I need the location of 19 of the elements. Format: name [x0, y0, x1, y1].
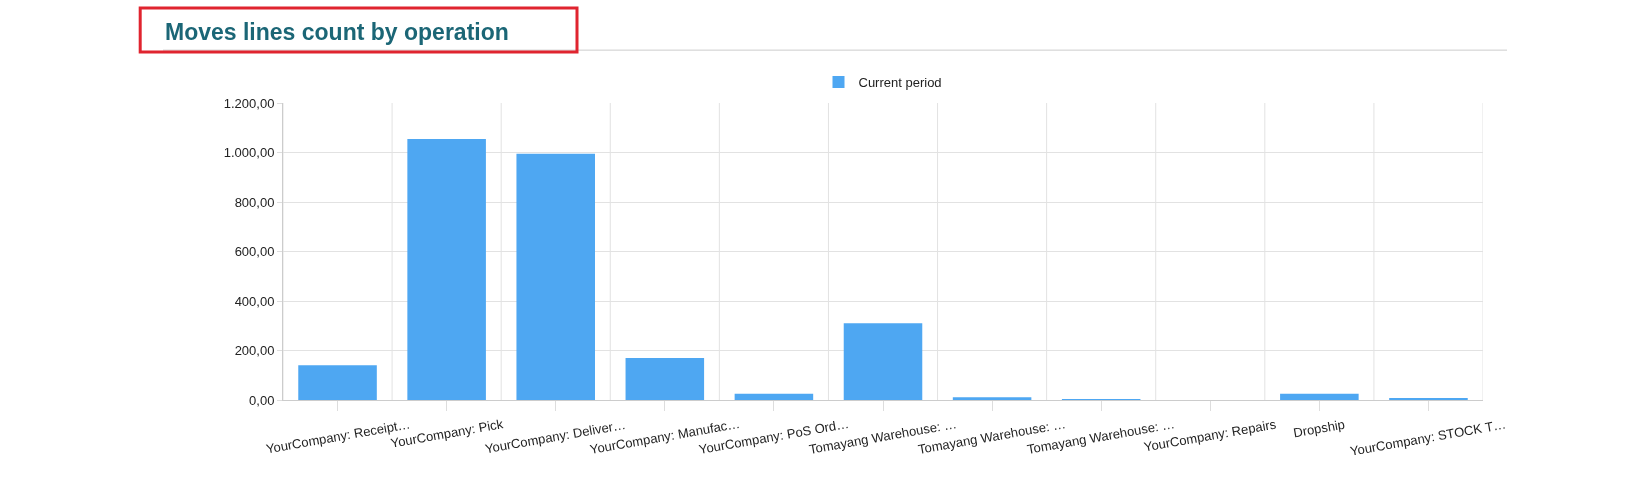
x-tick-label: Dropship: [1292, 416, 1346, 441]
y-tick-label: 1.200,00: [223, 95, 275, 111]
legend-label: Current period: [858, 75, 942, 91]
y-tick-label: 200,00: [234, 343, 275, 359]
y-tick-label: 1.000,00: [223, 145, 275, 161]
x-tick-label: YourCompany: STOCK T…: [1348, 416, 1508, 459]
bar: [298, 365, 377, 400]
y-tick-label: 0,00: [249, 392, 275, 408]
bar: [843, 323, 923, 400]
bar: [734, 393, 814, 400]
bar: [1280, 393, 1359, 400]
y-tick-label: 600,00: [234, 244, 275, 260]
bar: [516, 153, 595, 400]
bar: [625, 357, 705, 400]
bar: [952, 397, 1032, 400]
chart-title: Moves lines count by operation: [165, 19, 509, 45]
bar: [407, 138, 486, 400]
y-tick-label: 400,00: [234, 293, 275, 309]
y-tick-label: 800,00: [234, 194, 275, 210]
